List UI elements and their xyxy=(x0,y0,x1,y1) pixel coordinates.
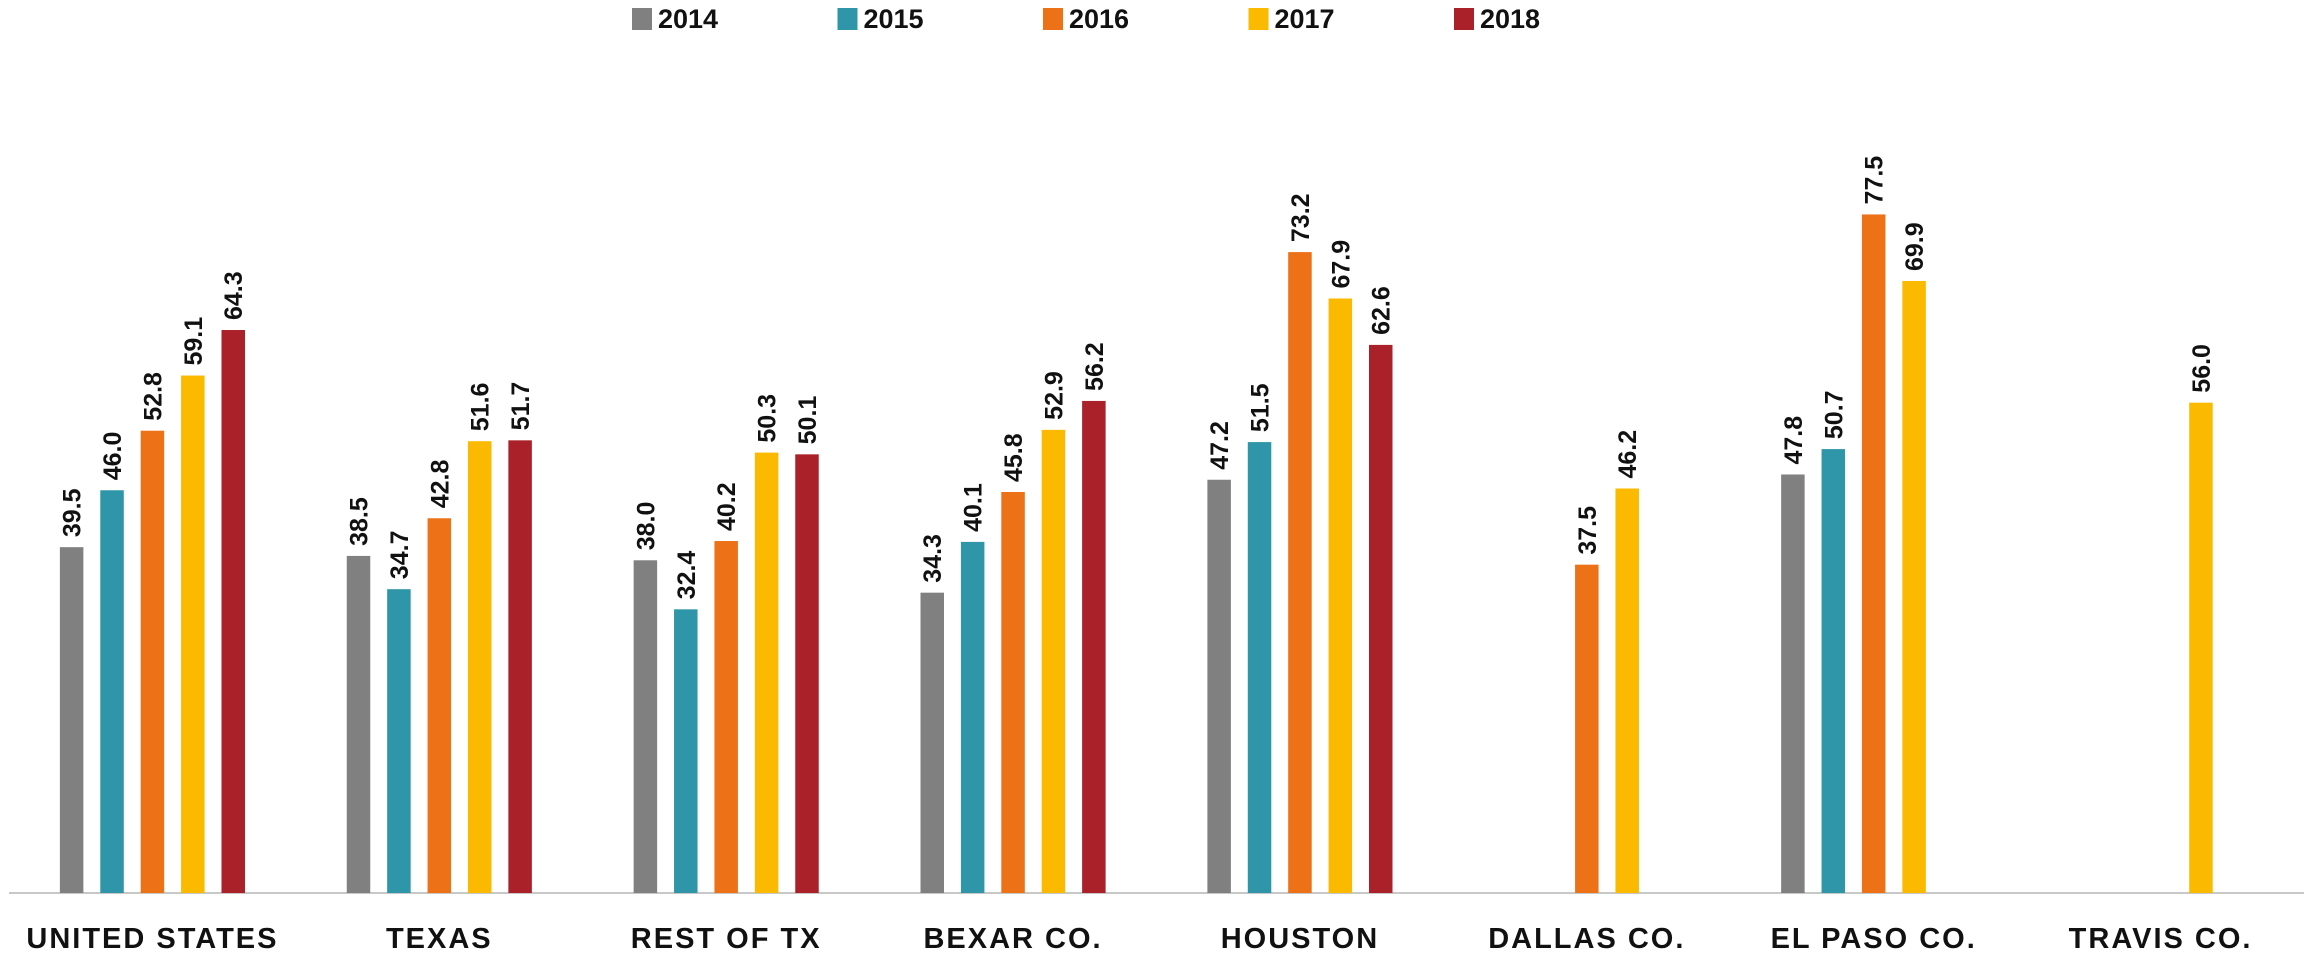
bar xyxy=(427,518,452,893)
value-label: 40.2 xyxy=(713,482,741,531)
value-label: 34.3 xyxy=(919,534,947,583)
legend-swatch xyxy=(1248,8,1269,30)
value-label: 67.9 xyxy=(1327,240,1355,289)
x-tick-label: UNITED STATES xyxy=(26,923,278,955)
value-label: 45.8 xyxy=(1000,433,1028,482)
value-label: 47.2 xyxy=(1206,421,1234,470)
value-label: 38.5 xyxy=(346,497,374,546)
bar xyxy=(1781,474,1805,893)
bar xyxy=(633,560,658,893)
legend-label: 2015 xyxy=(864,4,924,34)
value-label: 64.3 xyxy=(220,271,248,320)
bar xyxy=(920,592,945,893)
value-label: 69.9 xyxy=(1901,222,1929,271)
x-tick-label: TRAVIS CO. xyxy=(2069,923,2253,955)
bar xyxy=(1288,252,1312,894)
value-label: 46.2 xyxy=(1614,430,1642,479)
bar xyxy=(387,589,411,893)
bar xyxy=(1575,564,1599,893)
value-label: 42.8 xyxy=(426,460,454,509)
bar xyxy=(1368,344,1393,893)
bar xyxy=(1082,400,1106,893)
x-tick-label: HOUSTON xyxy=(1221,923,1379,955)
bar xyxy=(795,454,819,893)
x-tick-label: EL PASO CO. xyxy=(1771,923,1977,955)
value-label: 62.6 xyxy=(1368,286,1396,335)
legend-swatch xyxy=(632,8,652,30)
value-label: 37.5 xyxy=(1574,506,1602,555)
legend-swatch xyxy=(1454,8,1474,30)
value-label: 52.9 xyxy=(1040,371,1068,420)
value-label: 47.8 xyxy=(1780,416,1808,465)
bar xyxy=(1328,298,1353,893)
value-label: 52.8 xyxy=(139,372,167,421)
value-label: 51.6 xyxy=(467,383,495,432)
value-label: 50.1 xyxy=(794,396,822,445)
bar xyxy=(1001,491,1025,893)
bar xyxy=(100,490,124,893)
legend-swatch xyxy=(1043,8,1063,30)
bar xyxy=(1207,479,1231,893)
value-label: 77.5 xyxy=(1861,156,1889,205)
bar xyxy=(1821,449,1846,893)
value-label: 32.4 xyxy=(673,551,701,600)
value-label: 40.1 xyxy=(960,483,988,532)
x-tick-label: BEXAR CO. xyxy=(923,923,1102,955)
bar xyxy=(960,541,985,893)
bar xyxy=(1902,280,1926,893)
bar xyxy=(1247,442,1272,893)
bar xyxy=(346,555,371,893)
bar xyxy=(754,452,779,893)
x-tick-label: REST OF TX xyxy=(631,923,822,955)
value-label: 59.1 xyxy=(180,317,208,366)
bar xyxy=(714,541,738,893)
value-label: 38.0 xyxy=(632,502,660,551)
legend-swatch xyxy=(837,8,858,30)
bar xyxy=(221,330,245,893)
bar xyxy=(1041,429,1066,893)
bar xyxy=(1615,488,1639,893)
bar xyxy=(140,430,165,893)
value-label: 50.3 xyxy=(754,394,782,443)
value-label: 50.7 xyxy=(1820,390,1848,439)
bar xyxy=(467,441,492,893)
legend-label: 2014 xyxy=(658,4,718,34)
value-label: 51.7 xyxy=(507,382,535,431)
value-label: 56.2 xyxy=(1081,342,1109,391)
bar xyxy=(508,440,532,893)
value-label: 39.5 xyxy=(59,488,87,537)
legend-label: 2016 xyxy=(1069,4,1129,34)
value-label: 73.2 xyxy=(1287,193,1315,242)
bar xyxy=(2189,402,2213,893)
x-tick-label: DALLAS CO. xyxy=(1488,923,1685,955)
x-tick-label: TEXAS xyxy=(386,923,493,955)
value-label: 34.7 xyxy=(386,531,414,580)
bar xyxy=(181,375,205,894)
value-label: 46.0 xyxy=(99,432,127,481)
bar xyxy=(674,609,698,893)
value-label: 51.5 xyxy=(1247,383,1275,432)
legend-label: 2017 xyxy=(1275,4,1335,34)
value-label: 56.0 xyxy=(2188,344,2216,393)
bar xyxy=(59,547,84,893)
bar xyxy=(1861,214,1886,893)
legend-label: 2018 xyxy=(1480,4,1540,34)
